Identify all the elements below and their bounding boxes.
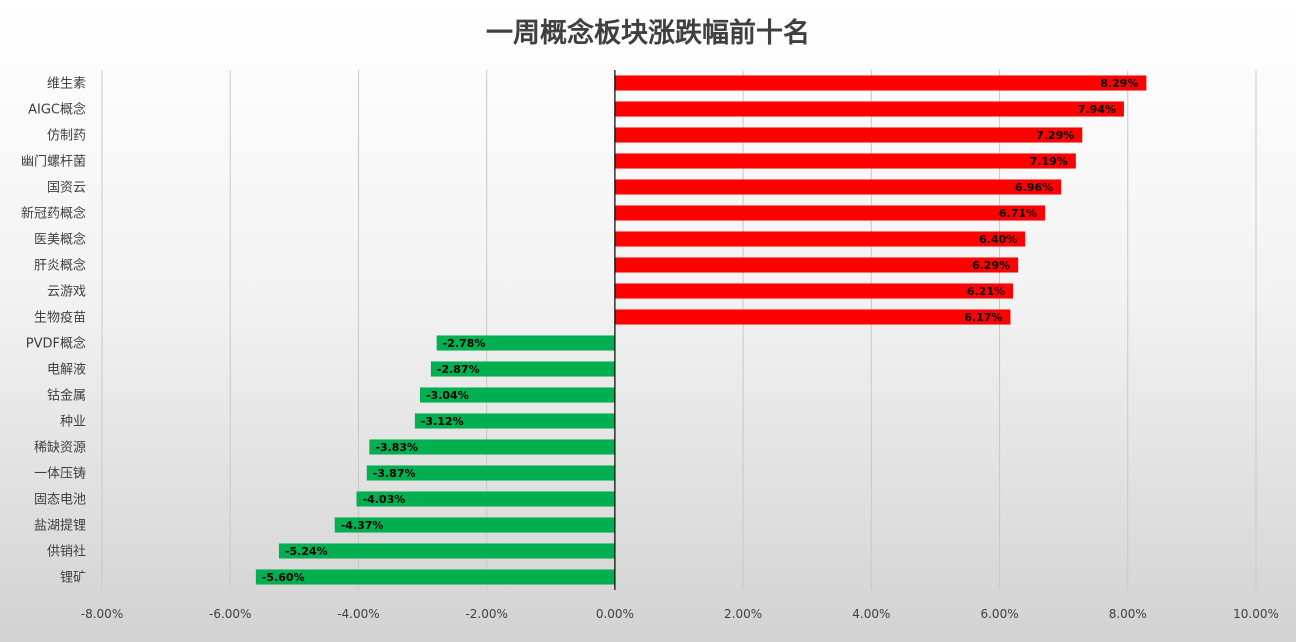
data-label: 6.21% [967,285,1005,298]
category-label: 生物疫苗 [34,310,86,326]
category-label: 幽门螺杆菌 [21,155,86,170]
x-tick-label: 2.00% [724,607,762,621]
bar [614,257,1019,273]
bar [414,413,615,429]
category-label: 肝炎概念 [34,258,86,274]
data-label: 6.17% [964,311,1002,324]
x-tick-label: -2.00% [465,607,507,621]
bar [614,205,1046,221]
bar [614,231,1026,247]
category-label: 锂矿 [60,571,86,586]
bar [334,517,615,533]
category-label: 钴金属 [47,388,86,404]
bar [614,153,1076,169]
bar [369,439,615,455]
data-label: -3.87% [373,467,416,480]
data-label: 7.29% [1036,129,1074,142]
data-label: 6.71% [999,207,1037,220]
x-tick-label: 8.00% [1109,607,1147,621]
x-tick-label: 6.00% [980,607,1018,621]
data-label: -2.87% [437,363,480,376]
x-tick-label: 4.00% [852,607,890,621]
data-labels: 8.29% 7.94% 7.29% 7.19% 6.96% 6.71% 6.40% 6.29%… [262,77,1139,584]
bar [614,309,1011,325]
data-label: -5.60% [262,571,305,584]
bar [430,361,615,377]
category-label: 国资云 [47,181,86,196]
chart-title: 一周概念板块涨跌幅前十名 [486,17,810,49]
data-label: -3.04% [426,389,469,402]
data-label: 7.94% [1078,103,1116,116]
x-tick-label: 10.00% [1233,607,1279,621]
category-label: 固态电池 [34,493,86,508]
category-label: 电解液 [47,363,86,378]
category-label: PVDF概念 [26,336,86,352]
category-label: 供销社 [47,544,86,560]
category-label: 一体压铸 [34,466,86,482]
data-label: -2.78% [443,337,486,350]
x-tick-label: -6.00% [209,607,251,621]
x-tick-label: -4.00% [337,607,379,621]
data-label: 6.96% [1015,181,1053,194]
category-label: AIGC概念 [28,102,86,118]
bar [614,75,1147,91]
bar [356,491,615,507]
category-label: 仿制药 [47,129,86,144]
category-label: 云游戏 [47,285,86,300]
data-label: -3.12% [421,415,464,428]
bar [419,387,615,403]
category-labels: 维生素 AIGC概念仿制药幽门螺杆菌国资云新冠药概念医美概念肝炎概念云游戏生物疫苗… [21,77,86,586]
bar [278,543,615,559]
data-label: -3.83% [375,441,418,454]
bar [436,335,615,351]
bar [614,127,1083,143]
category-label: 种业 [60,415,86,430]
data-label: 8.29% [1100,77,1138,90]
category-label: 医美概念 [34,232,86,248]
gridlines [101,70,1257,590]
bar [614,283,1014,299]
bar [366,465,615,481]
category-label: 盐湖提锂 [34,518,86,534]
data-label: -4.37% [341,519,384,532]
bar [255,569,615,585]
data-label: 7.19% [1030,155,1068,168]
category-label: 新冠药概念 [21,206,86,222]
category-label: 维生素 [47,77,86,92]
bar [614,179,1062,195]
x-tick-labels: -8.00% -6.00% -4.00% -2.00% 0.00% 2.00% 4.00% 6… [81,607,1279,621]
x-tick-label: -8.00% [81,607,123,621]
data-label: 6.29% [972,259,1010,272]
x-tick-label: 0.00% [596,607,634,621]
category-label: 稀缺资源 [34,441,86,456]
bar [614,101,1124,117]
data-label: -4.03% [363,493,406,506]
bars [255,75,1147,585]
data-label: -5.24% [285,545,328,558]
data-label: 6.40% [979,233,1017,246]
